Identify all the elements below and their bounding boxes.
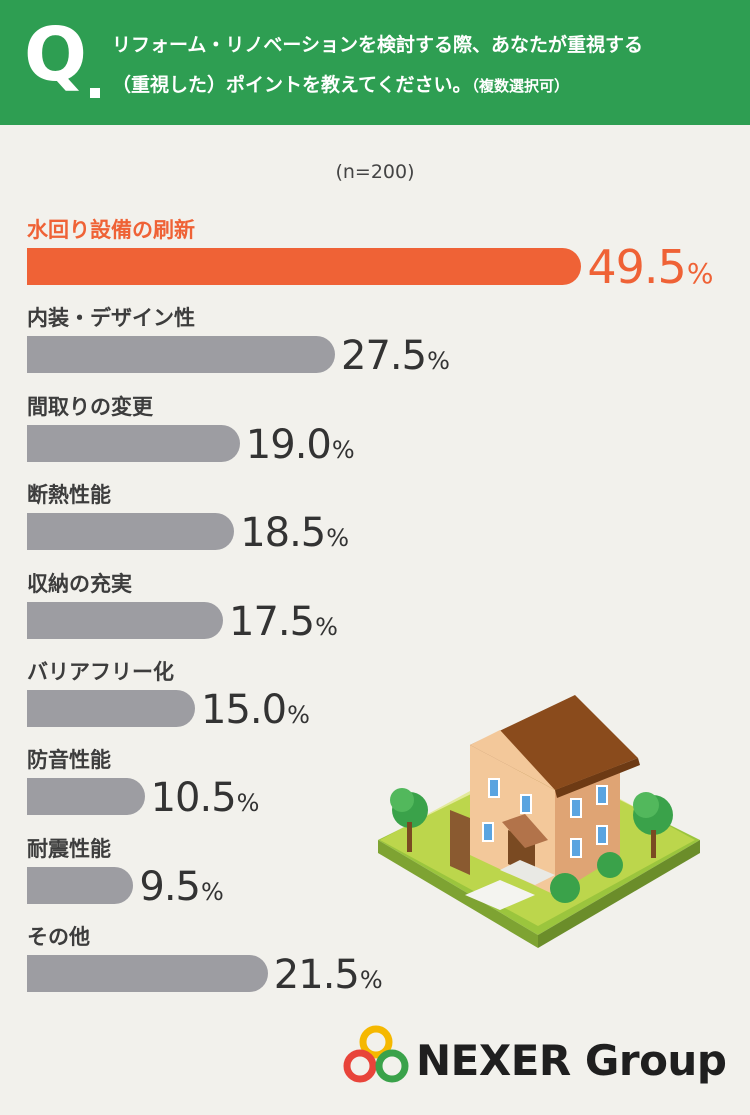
category-label: 収納の充実: [27, 571, 132, 596]
value-label: 17.5%: [229, 602, 338, 642]
question-text-main: （重視した）ポイントを教えてください。: [112, 74, 472, 96]
category-label: 断熱性能: [27, 483, 111, 508]
logo-text: NEXER Group: [416, 1036, 727, 1085]
value-number: 21.5: [273, 952, 360, 999]
question-text-line2: （重視した）ポイントを教えてください。（複数選択可）: [112, 76, 569, 95]
bar: [27, 778, 145, 816]
value-label: 27.5%: [341, 336, 450, 376]
bar: [27, 955, 268, 993]
house-illustration: [378, 695, 700, 948]
value-number: 10.5: [150, 775, 237, 822]
question-header: Q リフォーム・リノベーションを検討する際、あなたが重視する （重視した）ポイン…: [0, 0, 750, 125]
value-unit: %: [236, 789, 260, 818]
category-label: 間取りの変更: [27, 394, 153, 419]
q-dot: [90, 88, 100, 98]
value-number: 15.0: [201, 687, 287, 733]
value-number: 27.5: [341, 333, 427, 380]
value-label: 10.5%: [151, 778, 260, 818]
value-label: 49.5%: [587, 244, 713, 290]
value-number: 49.5: [587, 240, 686, 294]
bar: [27, 690, 195, 727]
category-label: バリアフリー化: [27, 660, 174, 684]
category-label: その他: [27, 925, 90, 950]
value-number: 19.0: [245, 421, 332, 468]
value-label: 21.5%: [274, 955, 383, 995]
bar: [27, 336, 335, 374]
value-number: 9.5: [139, 863, 201, 910]
question-note: （複数選択可）: [471, 77, 569, 95]
q-mark: Q: [24, 12, 87, 98]
value-number: 18.5: [240, 510, 326, 557]
value-unit: %: [287, 701, 310, 729]
bar: [27, 866, 134, 904]
value-label: 9.5%: [139, 867, 223, 907]
value-unit: %: [315, 612, 338, 641]
value-unit: %: [359, 966, 383, 995]
category-label: 耐震性能: [27, 836, 111, 861]
value-unit: %: [331, 435, 355, 464]
sample-size: (n=200): [335, 161, 415, 183]
bar: [27, 513, 235, 551]
value-unit: %: [686, 257, 714, 290]
value-label: 19.0%: [246, 425, 355, 465]
bar: [27, 248, 582, 285]
category-label: 水回り設備の刷新: [27, 218, 195, 242]
bar: [27, 424, 240, 462]
value-number: 17.5: [229, 598, 315, 645]
value-label: 18.5%: [240, 513, 349, 553]
value-unit: %: [427, 347, 450, 376]
value-unit: %: [201, 877, 224, 906]
question-text-line1: リフォーム・リノベーションを検討する際、あなたが重視する: [112, 34, 644, 56]
value-unit: %: [326, 524, 350, 553]
category-label: 内装・デザイン性: [27, 306, 195, 331]
value-label: 15.0%: [201, 690, 310, 730]
nexer-rings-icon: [343, 1025, 409, 1083]
category-label: 防音性能: [27, 748, 111, 773]
bar: [27, 601, 223, 639]
nexer-logo: NEXER Group: [340, 1020, 727, 1092]
